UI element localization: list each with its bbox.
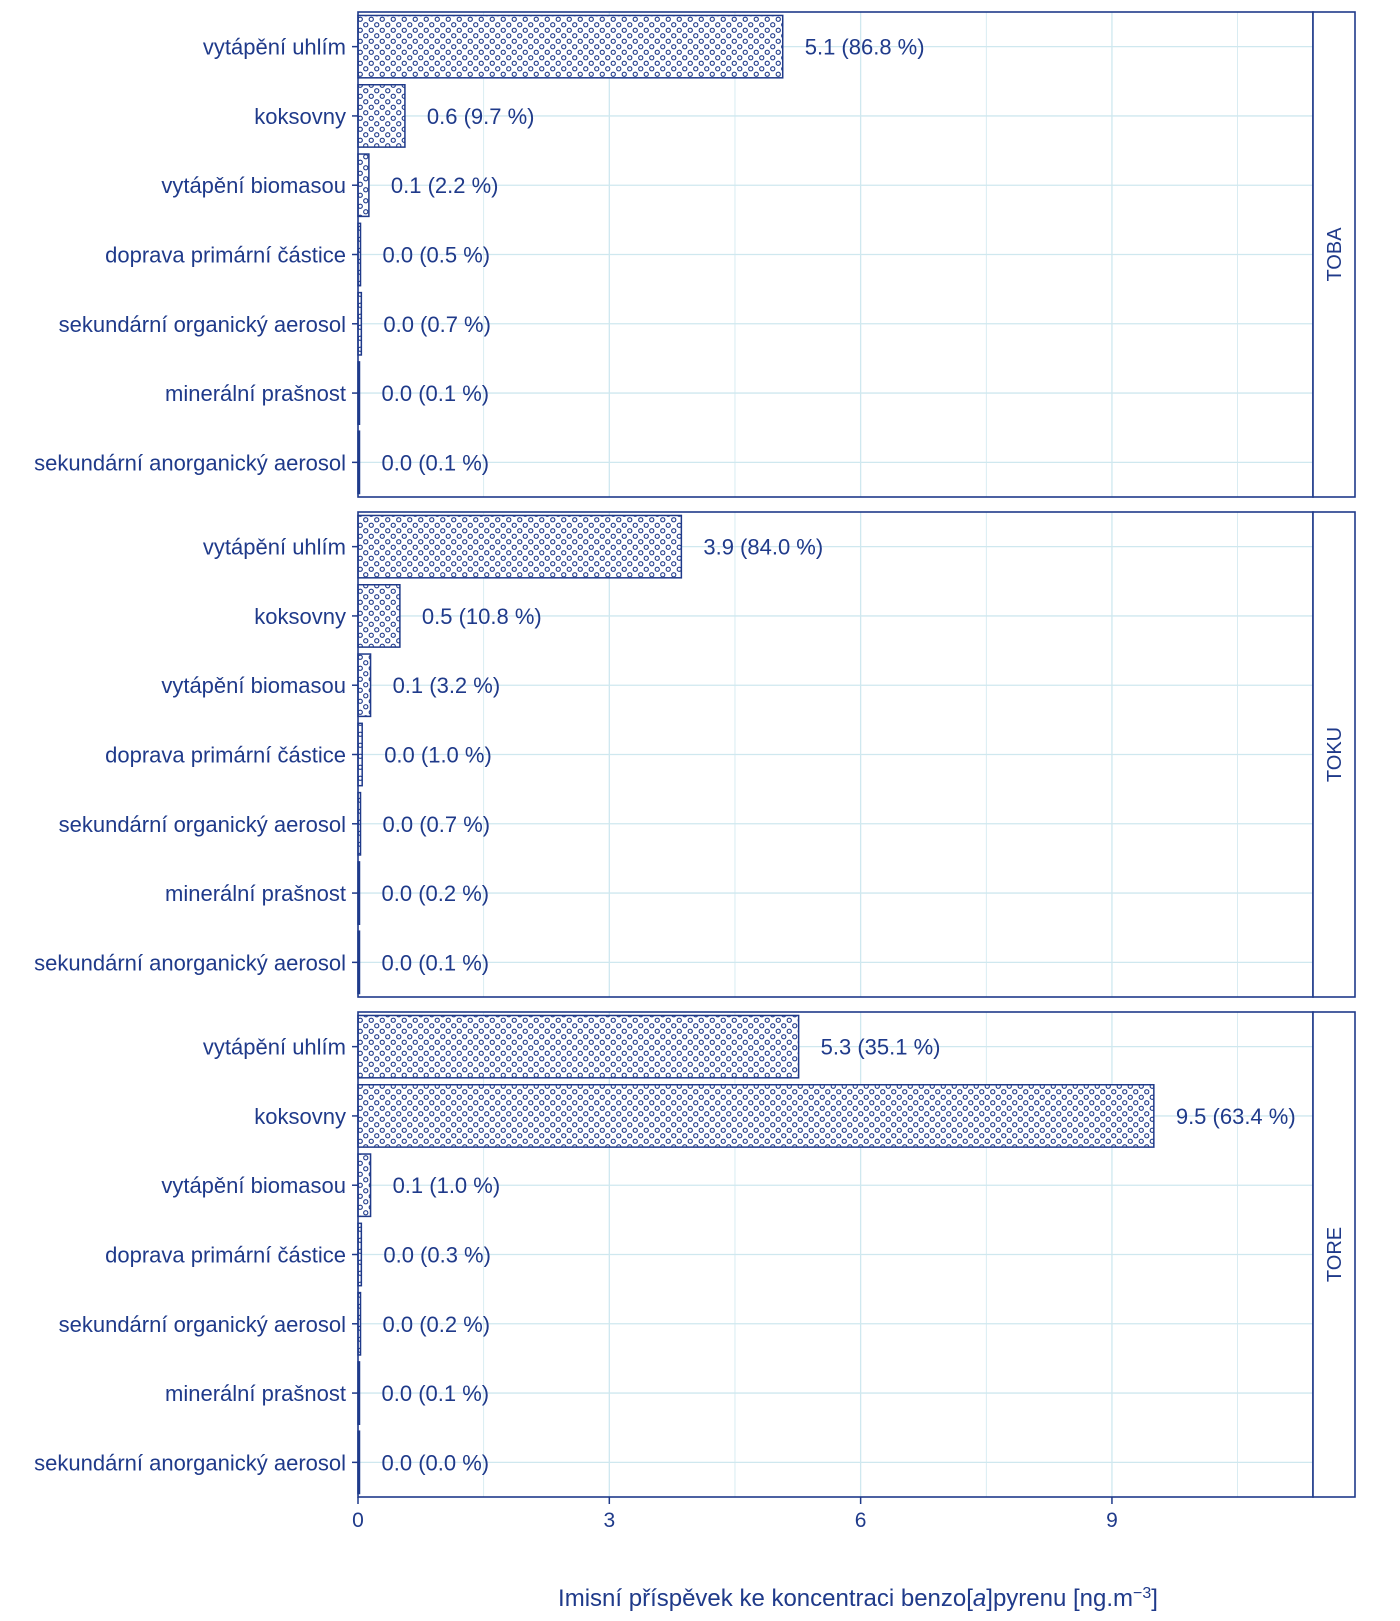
category-label: sekundární anorganický aerosol	[34, 950, 346, 975]
frames-layer	[352, 11, 1356, 1504]
facet-strip-label: TORE	[1324, 1227, 1346, 1282]
data-label: 0.1 (2.2 %)	[391, 173, 499, 198]
data-label: 0.0 (0.1 %)	[382, 1381, 490, 1406]
bar	[357, 514, 683, 579]
data-label: 5.1 (86.8 %)	[805, 35, 925, 60]
data-label: 0.0 (0.0 %)	[382, 1450, 490, 1475]
data-label: 0.0 (0.1 %)	[382, 381, 490, 406]
data-label: 0.0 (0.1 %)	[382, 950, 490, 975]
facet-strip-label: TOBA	[1324, 227, 1346, 282]
data-label: 0.0 (0.2 %)	[383, 1312, 491, 1337]
category-label: vytápění uhlím	[203, 35, 346, 60]
facet-strip	[1312, 11, 1356, 498]
category-label: doprava primární částice	[105, 743, 346, 768]
bar	[357, 84, 406, 148]
category-label: koksovny	[254, 604, 346, 629]
category-label: sekundární organický aerosol	[59, 812, 346, 837]
text-layer: 5.1 (86.8 %) vytápění uhlím 0.6 (9.7 %) kok…	[34, 35, 1346, 1532]
category-label: doprava primární částice	[105, 243, 346, 268]
bar	[357, 153, 370, 218]
data-label: 0.1 (1.0 %)	[393, 1173, 501, 1198]
x-tick-label: 6	[855, 1509, 867, 1532]
data-label: 0.0 (0.1 %)	[382, 450, 490, 475]
x-axis-title: Imisní příspěvek ke koncentraci benzo[a]…	[558, 1585, 1158, 1613]
category-label: vytápění biomasou	[161, 673, 346, 698]
bars-layer	[357, 14, 1155, 1495]
data-label: 0.1 (3.2 %)	[393, 673, 501, 698]
data-label: 5.3 (35.1 %)	[821, 1035, 941, 1060]
bar	[357, 653, 372, 718]
category-label: minerální prašnost	[165, 881, 346, 906]
data-label: 0.0 (0.3 %)	[383, 1243, 491, 1268]
facet-strip	[1312, 511, 1356, 998]
data-label: 0.0 (0.7 %)	[383, 812, 491, 837]
bar	[357, 584, 401, 648]
data-label: 3.9 (84.0 %)	[703, 535, 823, 560]
data-label: 0.0 (0.7 %)	[383, 312, 491, 337]
bar	[357, 14, 784, 79]
category-label: koksovny	[254, 1104, 346, 1129]
data-label: 0.0 (0.2 %)	[382, 881, 490, 906]
category-label: koksovny	[254, 104, 346, 129]
x-tick-label: 9	[1106, 1509, 1118, 1532]
category-label: sekundární organický aerosol	[59, 312, 346, 337]
category-label: doprava primární částice	[105, 1243, 346, 1268]
bar	[357, 1084, 1155, 1148]
data-label: 0.0 (1.0 %)	[384, 743, 492, 768]
x-tick-label: 3	[603, 1509, 615, 1532]
x-tick-label: 0	[352, 1509, 364, 1532]
category-label: minerální prašnost	[165, 1381, 346, 1406]
data-label: 9.5 (63.4 %)	[1176, 1104, 1296, 1129]
data-label: 0.0 (0.5 %)	[383, 243, 491, 268]
category-label: vytápění uhlím	[203, 1035, 346, 1060]
category-label: sekundární anorganický aerosol	[34, 1450, 346, 1475]
data-label: 0.5 (10.8 %)	[422, 604, 542, 629]
facet-strip	[1312, 1011, 1356, 1498]
facet-strip-label: TOKU	[1324, 727, 1346, 782]
category-label: vytápění biomasou	[161, 1173, 346, 1198]
bar	[357, 1153, 372, 1218]
data-label: 0.6 (9.7 %)	[427, 104, 535, 129]
category-label: vytápění uhlím	[203, 535, 346, 560]
bar	[357, 1014, 800, 1079]
category-label: sekundární anorganický aerosol	[34, 450, 346, 475]
category-label: minerální prašnost	[165, 381, 346, 406]
grid-layer	[358, 12, 1313, 1497]
category-label: vytápění biomasou	[161, 173, 346, 198]
category-label: sekundární organický aerosol	[59, 1312, 346, 1337]
